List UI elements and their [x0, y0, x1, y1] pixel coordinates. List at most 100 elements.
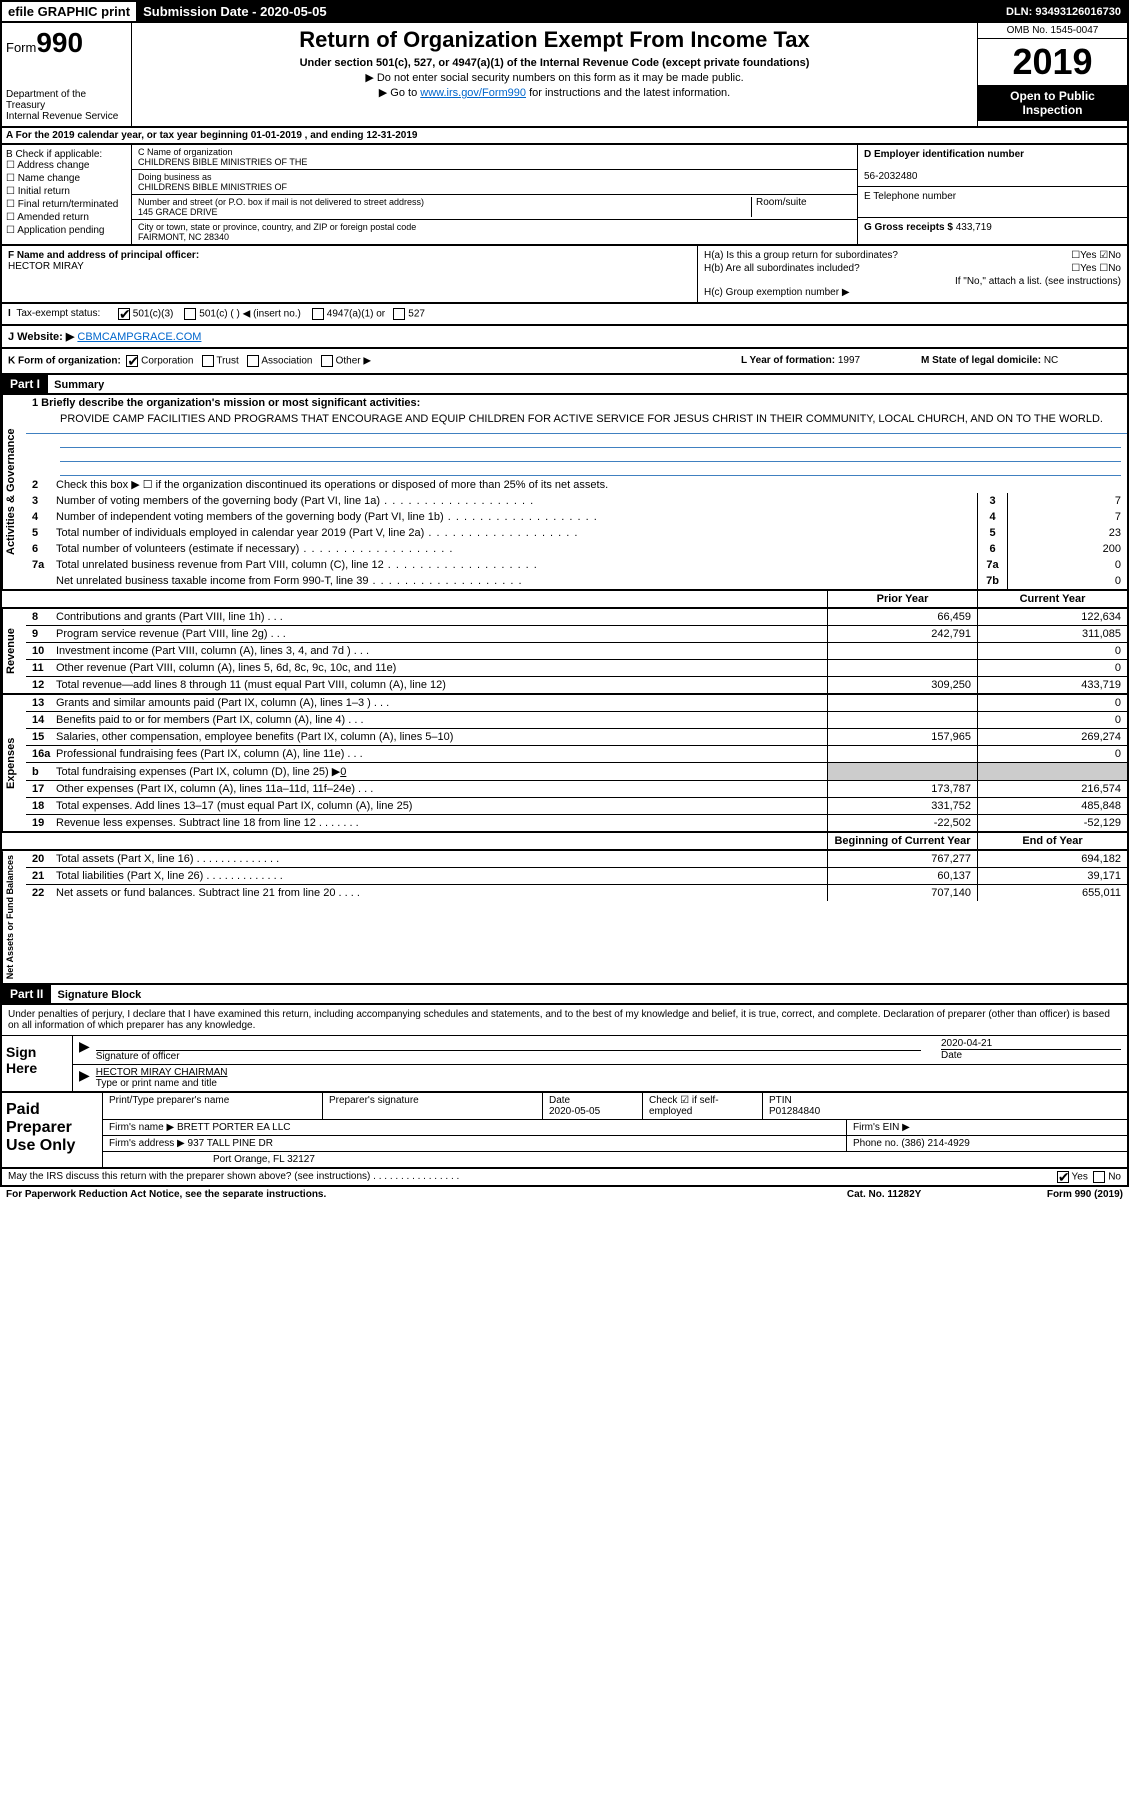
- blank-line: [60, 434, 1121, 448]
- hb-label: H(b) Are all subordinates included?: [704, 263, 860, 274]
- hb-answer[interactable]: ☐Yes ☐No: [1071, 263, 1121, 274]
- irs-link[interactable]: www.irs.gov/Form990: [420, 87, 526, 99]
- sig-name-label: Type or print name and title: [96, 1078, 217, 1089]
- sig-date-label: Date: [941, 1050, 962, 1061]
- fin-row: 20Total assets (Part X, line 16) . . . .…: [26, 851, 1127, 867]
- col-d-to-g: D Employer identification number56-20324…: [857, 145, 1127, 244]
- sign-here-label: Sign Here: [2, 1036, 72, 1091]
- summary-row: 7aTotal unrelated business revenue from …: [26, 557, 1127, 573]
- form-title: Return of Organization Exempt From Incom…: [136, 27, 973, 53]
- sig-intro: Under penalties of perjury, I declare th…: [2, 1005, 1127, 1036]
- form-number: Form990: [6, 27, 127, 59]
- chk-address[interactable]: ☐ Address change: [6, 160, 127, 171]
- prep-self-employed: Check ☑ if self-employed: [643, 1093, 763, 1119]
- dba: CHILDRENS BIBLE MINISTRIES OF: [138, 182, 287, 192]
- year-formation-label: L Year of formation:: [741, 355, 838, 366]
- suite-label: Room/suite: [751, 197, 851, 217]
- col-h: H(a) Is this a group return for subordin…: [697, 246, 1127, 302]
- prep-date-label: Date: [549, 1095, 570, 1106]
- chk-initial[interactable]: ☐ Initial return: [6, 186, 127, 197]
- instructions-link: ▶ Go to www.irs.gov/Form990 for instruct…: [136, 86, 973, 99]
- chk-pending[interactable]: ☐ Application pending: [6, 225, 127, 236]
- sig-officer-label: Signature of officer: [96, 1051, 180, 1062]
- k-form-row: K Form of organization: Corporation Trus…: [0, 349, 1129, 375]
- arrow-icon: ▶: [79, 1067, 90, 1089]
- summary-row: 3Number of voting members of the governi…: [26, 493, 1127, 509]
- fin-row: 15Salaries, other compensation, employee…: [26, 728, 1127, 745]
- year-formation: 1997: [838, 355, 860, 366]
- fin-row: 18Total expenses. Add lines 13–17 (must …: [26, 797, 1127, 814]
- efile-button[interactable]: efile GRAPHIC print: [2, 2, 137, 21]
- submission-date: Submission Date - 2020-05-05: [137, 2, 1000, 21]
- netassets-section: Net Assets or Fund Balances 20Total asse…: [0, 851, 1129, 985]
- org-name-label: C Name of organization: [138, 147, 233, 157]
- dba-label: Doing business as: [138, 172, 212, 182]
- col-b: B Check if applicable: ☐ Address change …: [2, 145, 132, 244]
- i-label: I Tax-exempt status:: [8, 308, 118, 320]
- summary-row: 5Total number of individuals employed in…: [26, 525, 1127, 541]
- part2-header: Part II Signature Block: [0, 985, 1129, 1005]
- chk-final[interactable]: ☐ Final return/terminated: [6, 199, 127, 210]
- block-f-h: F Name and address of principal officer:…: [0, 246, 1129, 304]
- blank-line: [60, 448, 1121, 462]
- firm-ein-label: Firm's EIN ▶: [847, 1120, 1127, 1135]
- fin-row: 16aProfessional fundraising fees (Part I…: [26, 745, 1127, 762]
- hc-label: H(c) Group exemption number ▶: [704, 287, 1121, 298]
- phone-label: E Telephone number: [864, 191, 956, 202]
- hb-note: If "No," attach a list. (see instruction…: [704, 276, 1121, 287]
- omb-number: OMB No. 1545-0047: [978, 23, 1127, 39]
- ein: 56-2032480: [864, 171, 917, 182]
- vert-label-expenses: Expenses: [2, 695, 26, 831]
- domicile: NC: [1044, 355, 1058, 366]
- officer-label: F Name and address of principal officer:: [8, 250, 199, 261]
- city: FAIRMONT, NC 28340: [138, 232, 229, 242]
- sig-date: 2020-04-21: [941, 1038, 992, 1049]
- fin-row: 14Benefits paid to or for members (Part …: [26, 711, 1127, 728]
- form-ref: Form 990 (2019): [1047, 1189, 1123, 1200]
- preparer-label: Paid Preparer Use Only: [2, 1093, 102, 1167]
- fin-row: 22Net assets or fund balances. Subtract …: [26, 884, 1127, 901]
- org-name: CHILDRENS BIBLE MINISTRIES OF THE: [138, 157, 307, 167]
- prior-year-hdr: Prior Year: [827, 591, 977, 607]
- form-subtitle: Under section 501(c), 527, or 4947(a)(1)…: [136, 57, 973, 69]
- fin-row: 9Program service revenue (Part VIII, lin…: [26, 625, 1127, 642]
- footer: For Paperwork Reduction Act Notice, see …: [0, 1187, 1129, 1202]
- part1-header: Part I Summary: [0, 375, 1129, 395]
- gross-label: G Gross receipts $: [864, 222, 956, 233]
- website-row: J Website: ▶ CBMCAMPGRACE.COM: [0, 326, 1129, 349]
- fin-row: 8Contributions and grants (Part VIII, li…: [26, 609, 1127, 625]
- ptin-label: PTIN: [769, 1095, 792, 1106]
- fin-row: bTotal fundraising expenses (Part IX, co…: [26, 762, 1127, 780]
- fin-row: 19Revenue less expenses. Subtract line 1…: [26, 814, 1127, 831]
- line-a: A For the 2019 calendar year, or tax yea…: [0, 128, 1129, 145]
- dept-treasury: Department of the TreasuryInternal Reven…: [6, 89, 127, 122]
- firm-label: Firm's name ▶: [109, 1122, 174, 1133]
- domicile-label: M State of legal domicile:: [921, 355, 1044, 366]
- blank-line: [60, 462, 1121, 476]
- signature-block: Under penalties of perjury, I declare th…: [0, 1005, 1129, 1093]
- prep-name-label: Print/Type preparer's name: [103, 1093, 323, 1119]
- open-public: Open to PublicInspection: [978, 85, 1127, 121]
- firm-addr-label: Firm's address ▶: [109, 1138, 185, 1149]
- arrow-icon: ▶: [79, 1038, 90, 1062]
- col-f: F Name and address of principal officer:…: [2, 246, 697, 302]
- sig-name: HECTOR MIRAY CHAIRMAN: [96, 1067, 228, 1078]
- vert-label-netassets: Net Assets or Fund Balances: [2, 851, 26, 983]
- revenue-header: b Prior Year Current Year: [0, 591, 1129, 609]
- k-opts[interactable]: K Form of organization: Corporation Trus…: [8, 355, 741, 367]
- firm-phone-label: Phone no.: [853, 1138, 901, 1149]
- revenue-section: Revenue 8Contributions and grants (Part …: [0, 609, 1129, 695]
- website-label: J Website: ▶: [8, 331, 74, 343]
- ha-answer[interactable]: ☐Yes ☑No: [1071, 250, 1121, 261]
- website-link[interactable]: CBMCAMPGRACE.COM: [77, 331, 201, 343]
- discuss-answer[interactable]: Yes No: [1057, 1171, 1121, 1183]
- vert-label-revenue: Revenue: [2, 609, 26, 693]
- mission-label: 1 Briefly describe the organization's mi…: [32, 397, 420, 409]
- tax-status-opts[interactable]: 501(c)(3) 501(c) ( ) ◀ (insert no.) 4947…: [118, 308, 425, 320]
- chk-amended[interactable]: ☐ Amended return: [6, 212, 127, 223]
- city-label: City or town, state or province, country…: [138, 222, 416, 232]
- ssn-note: ▶ Do not enter social security numbers o…: [136, 71, 973, 84]
- chk-name[interactable]: ☐ Name change: [6, 173, 127, 184]
- firm-addr2: Port Orange, FL 32127: [103, 1152, 1127, 1167]
- discuss-row: May the IRS discuss this return with the…: [0, 1169, 1129, 1187]
